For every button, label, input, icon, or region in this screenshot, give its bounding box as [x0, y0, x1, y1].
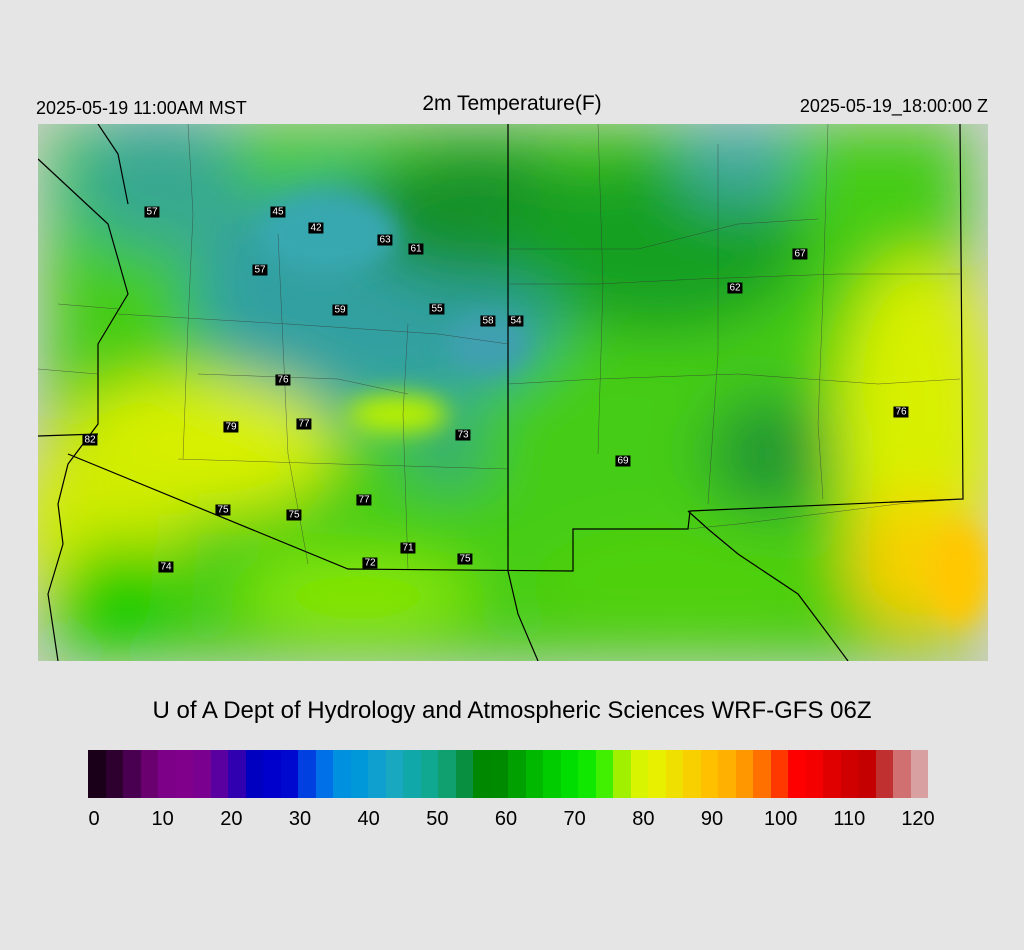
station-label: 77 [296, 418, 312, 430]
colorbar-tick-label: 80 [632, 808, 655, 830]
colorbar-swatch [770, 750, 788, 798]
colorbar-swatch [368, 750, 386, 798]
local-time-label: 2025-05-19 11:00AM MST [36, 98, 247, 118]
colorbar-swatch [735, 750, 753, 798]
colorbar-swatch [280, 750, 298, 798]
colorbar-tick-label: 50 [426, 808, 449, 830]
colorbar-swatch [228, 750, 246, 798]
station-label: 73 [455, 429, 471, 441]
colorbar-swatch [420, 750, 438, 798]
colorbar-swatch [438, 750, 456, 798]
colorbar-swatch [753, 750, 771, 798]
colorbar-swatch [718, 750, 736, 798]
colorbar-swatch [88, 750, 106, 798]
temperature-field [38, 124, 988, 661]
colorbar-swatch [665, 750, 683, 798]
station-label: 62 [727, 282, 743, 294]
colorbar [88, 750, 928, 798]
station-label: 55 [429, 303, 445, 315]
colorbar-tick-label: 90 [700, 808, 724, 830]
colorbar-swatch [910, 750, 928, 798]
colorbar-swatch [893, 750, 911, 798]
colorbar-swatch [158, 750, 176, 798]
colorbar-swatch [123, 750, 141, 798]
station-label: 75 [457, 553, 473, 565]
colorbar-swatch [263, 750, 281, 798]
colorbar-swatch [473, 750, 491, 798]
colorbar-swatch [700, 750, 718, 798]
colorbar-tick-label: 0 [88, 808, 100, 830]
colorbar-swatch [350, 750, 368, 798]
colorbar-swatch [683, 750, 701, 798]
station-label: 67 [792, 248, 808, 260]
valid-time-label: 2025-05-19_18:00:00 Z [799, 96, 988, 116]
colorbar-swatch [875, 750, 893, 798]
station-label: 74 [158, 561, 174, 573]
model-credit: U of A Dept of Hydrology and Atmospheric… [152, 697, 872, 724]
colorbar-swatch [525, 750, 543, 798]
station-label: 82 [82, 434, 98, 446]
colorbar-swatch [560, 750, 578, 798]
colorbar-tick-label: 10 [151, 808, 174, 830]
station-label: 72 [362, 557, 378, 569]
colorbar-swatch [403, 750, 421, 798]
temperature-map: 57 45 42 63 61 57 59 55 58 54 67 62 76 7… [38, 124, 988, 661]
colorbar-swatch [578, 750, 596, 798]
station-label: 76 [275, 374, 291, 386]
colorbar-tick-label: 110 [833, 808, 866, 830]
colorbar-swatch [840, 750, 858, 798]
colorbar-swatch [630, 750, 648, 798]
station-label: 42 [308, 222, 324, 234]
colorbar-swatch [805, 750, 823, 798]
station-label: 77 [356, 494, 372, 506]
colorbar-tick-label: 120 [901, 808, 935, 830]
colorbar-swatch [858, 750, 876, 798]
colorbar-swatch [788, 750, 806, 798]
colorbar-ticks: 0 10 20 30 40 50 60 70 80 90 100 110 120 [88, 808, 934, 838]
station-label: 58 [480, 315, 496, 327]
colorbar-swatch [823, 750, 841, 798]
station-label: 59 [332, 304, 348, 316]
station-label: 63 [377, 234, 393, 246]
station-label: 76 [893, 406, 909, 418]
colorbar-swatch [298, 750, 316, 798]
station-label: 79 [223, 421, 239, 433]
station-label: 75 [215, 504, 231, 516]
colorbar-swatch [595, 750, 613, 798]
colorbar-tick-label: 20 [220, 808, 243, 830]
colorbar-swatch [315, 750, 333, 798]
colorbar-swatch [385, 750, 403, 798]
colorbar-swatch [193, 750, 211, 798]
colorbar-swatch [508, 750, 526, 798]
colorbar-tick-label: 30 [288, 808, 312, 830]
station-label: 61 [408, 243, 424, 255]
colorbar-swatch [245, 750, 263, 798]
colorbar-swatch [455, 750, 473, 798]
colorbar-swatch [175, 750, 193, 798]
colorbar-swatch [210, 750, 228, 798]
colorbar-swatch [543, 750, 561, 798]
colorbar-swatch [140, 750, 158, 798]
station-label: 75 [286, 509, 302, 521]
station-label: 54 [508, 315, 524, 327]
station-label: 71 [400, 542, 416, 554]
colorbar-swatch [490, 750, 508, 798]
station-label: 69 [615, 455, 631, 467]
colorbar-swatch [613, 750, 631, 798]
colorbar-tick-label: 70 [563, 808, 586, 830]
colorbar-swatch [333, 750, 351, 798]
station-label: 57 [252, 264, 268, 276]
map-title: 2m Temperature(F) [422, 92, 602, 115]
colorbar-swatch [105, 750, 123, 798]
colorbar-tick-label: 100 [763, 808, 798, 830]
station-label: 57 [144, 206, 160, 218]
station-label: 45 [270, 206, 286, 218]
colorbar-tick-label: 40 [357, 808, 380, 830]
colorbar-swatch [648, 750, 666, 798]
colorbar-tick-label: 60 [494, 808, 518, 830]
